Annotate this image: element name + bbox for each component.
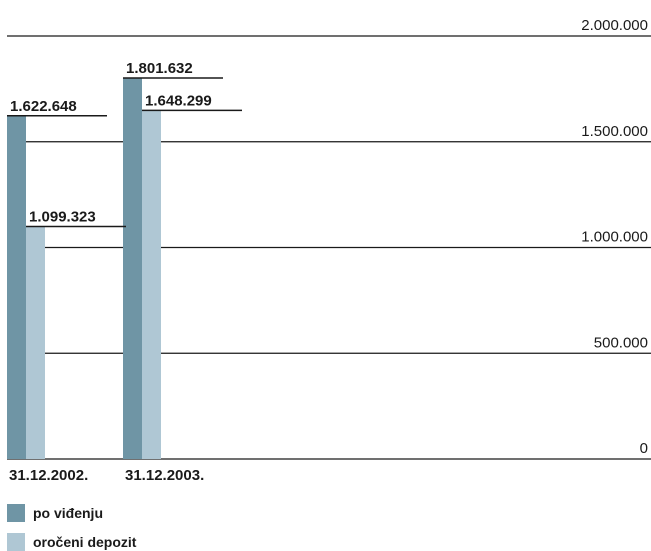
y-axis-tick-labels: 0 500.000 1.000.000 1.500.000 2.000.000	[581, 17, 648, 457]
y-tick-label: 1.000.000	[581, 229, 648, 246]
data-label: 1.648.299	[145, 92, 212, 109]
x-category-label: 31.12.2002.	[9, 467, 88, 484]
legend-swatch	[7, 504, 25, 522]
x-axis-category-labels: 31.12.2002. 31.12.2003.	[9, 467, 204, 484]
legend-label: po viđenju	[33, 505, 103, 521]
bar	[123, 77, 142, 459]
data-label: 1.801.632	[126, 60, 193, 77]
gridlines	[7, 35, 651, 460]
data-label: 1.622.648	[10, 98, 77, 115]
x-category-label: 31.12.2003.	[125, 467, 204, 484]
bars	[7, 77, 161, 460]
legend-swatch	[7, 533, 25, 551]
bar	[7, 115, 26, 460]
legend: po viđenju oročeni depozit	[7, 504, 137, 551]
y-tick-label: 1.500.000	[581, 123, 648, 140]
data-label: 1.099.323	[29, 208, 96, 225]
legend-label: oročeni depozit	[33, 534, 137, 550]
y-tick-label: 2.000.000	[581, 17, 648, 34]
data-labels: 1.622.648 1.099.323 1.801.632 1.648.299	[7, 60, 242, 228]
y-tick-label: 500.000	[594, 334, 648, 351]
y-tick-label: 0	[640, 440, 648, 457]
bar	[142, 110, 161, 459]
bar	[26, 226, 45, 459]
